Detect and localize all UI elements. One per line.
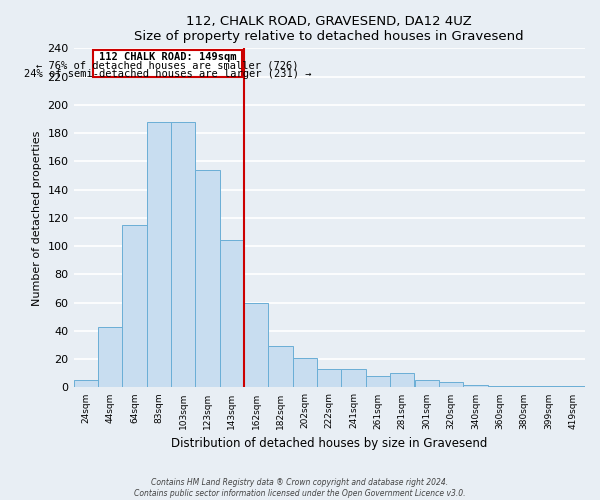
Text: 24% of semi-detached houses are larger (231) →: 24% of semi-detached houses are larger (… (23, 69, 311, 79)
FancyBboxPatch shape (93, 50, 242, 76)
Bar (122, 225, 146, 388)
Bar (268, 346, 293, 388)
Bar (463, 384, 488, 388)
Bar (341, 369, 366, 388)
X-axis label: Distribution of detached houses by size in Gravesend: Distribution of detached houses by size … (171, 437, 487, 450)
Bar (512, 386, 536, 388)
Bar (390, 374, 415, 388)
Bar (74, 380, 98, 388)
Text: 112 CHALK ROAD: 149sqm: 112 CHALK ROAD: 149sqm (98, 52, 236, 62)
Bar (488, 386, 512, 388)
Y-axis label: Number of detached properties: Number of detached properties (32, 130, 42, 306)
Bar (220, 240, 244, 388)
Bar (317, 369, 341, 388)
Bar (560, 386, 585, 388)
Bar (293, 358, 317, 388)
Bar (415, 380, 439, 388)
Bar (98, 326, 122, 388)
Text: Contains HM Land Registry data ® Crown copyright and database right 2024.
Contai: Contains HM Land Registry data ® Crown c… (134, 478, 466, 498)
Title: 112, CHALK ROAD, GRAVESEND, DA12 4UZ
Size of property relative to detached house: 112, CHALK ROAD, GRAVESEND, DA12 4UZ Siz… (134, 15, 524, 43)
Bar (536, 386, 560, 388)
Text: ← 76% of detached houses are smaller (726): ← 76% of detached houses are smaller (72… (36, 60, 299, 70)
Bar (146, 122, 171, 388)
Bar (171, 122, 195, 388)
Bar (195, 170, 220, 388)
Bar (439, 382, 463, 388)
Bar (244, 302, 268, 388)
Bar (366, 376, 390, 388)
